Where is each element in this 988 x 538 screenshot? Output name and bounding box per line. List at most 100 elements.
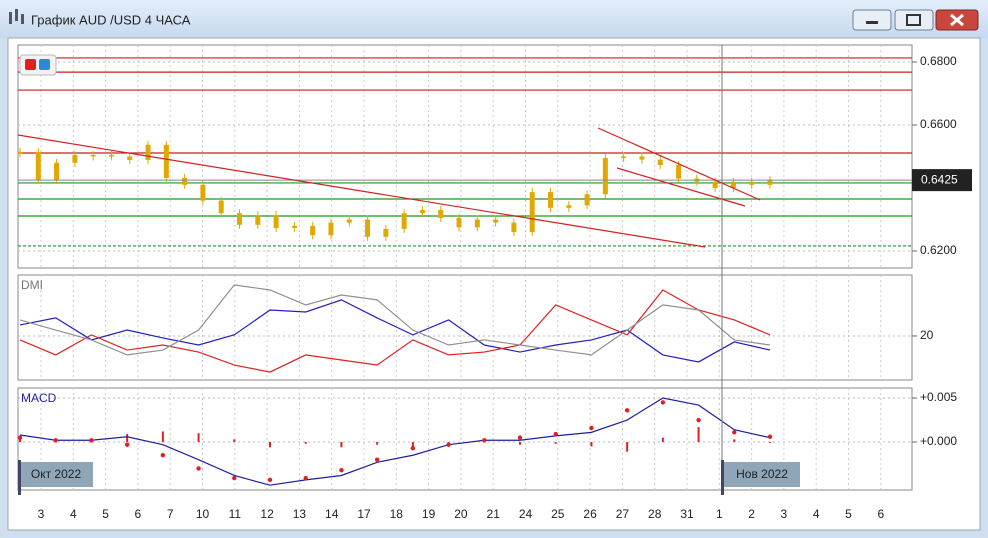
candle [35,151,41,181]
dmi-line [19,299,771,363]
macd-histogram-bar [697,427,700,443]
window-title: График AUD /USD 4 ЧАСА [31,12,191,27]
signal-dot [767,434,773,439]
x-tick-label: 4 [70,507,77,521]
dmi-label: DMI [21,278,43,292]
signal-dot [696,417,701,423]
x-tick-label: 6 [877,507,884,521]
candle [419,210,425,214]
app-icon [9,9,24,24]
macd-histogram-bar [519,442,521,445]
trend-lines [17,127,761,248]
candle [310,225,316,236]
signal-dot [53,438,58,443]
candle [182,177,188,185]
signal-dot [410,445,416,451]
close-button[interactable] [935,9,979,31]
color-toggle[interactable] [19,54,57,76]
candle [54,162,60,181]
candle [621,156,627,159]
macd-histogram-bar [304,442,307,444]
x-tick-label: 25 [551,507,565,521]
candle [291,225,297,228]
macd-histogram-bar [590,442,593,447]
x-tick-label: 5 [102,507,109,521]
x-tick-label: 4 [813,507,820,521]
y-tick-label: 0.6800 [920,54,957,68]
signal-dot [517,435,523,440]
macd-histogram-bar [733,439,736,443]
candle [127,156,133,160]
x-tick-label: 2 [748,507,755,521]
maximize-button[interactable] [894,9,934,31]
candle [218,200,224,214]
candle [273,215,279,228]
month-badge: Окт 2022 [18,460,93,495]
signal-dot [374,457,380,462]
x-tick-label: 3 [38,507,45,521]
y-tick-label: 0.6200 [920,243,957,257]
candle [456,217,462,228]
candle [566,205,572,208]
x-tick-label: 31 [680,507,694,521]
signal-dot [732,430,737,435]
y-tick-label: 20 [920,328,934,342]
candle [657,159,663,166]
signal-dot [267,477,273,483]
signal-dot [339,467,344,473]
macd-histogram-bar [626,442,629,452]
x-tick-label: 24 [519,507,533,521]
x-tick-label: 11 [229,507,242,521]
minimize-button[interactable] [852,9,892,31]
x-tick-label: 27 [616,507,630,521]
candle [474,219,480,228]
macd-histogram-bar [269,442,271,448]
candle [346,219,352,223]
candle [72,154,78,163]
x-tick-label: 17 [357,507,371,521]
title-bar [0,0,988,38]
month-badge: Нов 2022 [721,460,800,495]
chart-area [7,37,981,531]
candle [547,192,553,208]
plot-layer: 3 4 5 6 7 10 11 12 13 14 17 18 19 20 21 24 25 26 27 28 31 1 2 3… [17,45,972,521]
x-tick-label: 6 [135,507,142,521]
candle [401,213,407,229]
x-tick-label: 3 [781,507,788,521]
x-tick-label: 7 [167,507,174,521]
macd-histogram-bar [233,439,236,443]
signal-dot [160,453,166,458]
signal-dot [553,431,558,437]
signal-dot [303,475,308,481]
macd-histogram-bar [340,442,343,448]
signal-dot [660,400,666,405]
candle [676,165,682,179]
candle [108,154,114,157]
signal-dot [446,442,451,447]
month-badge-text: Окт 2022 [31,467,82,481]
signal-dot [589,425,594,431]
signal-dot [482,438,487,443]
macd-histogram-bar [447,442,450,443]
candle [237,213,243,225]
y-tick-label: +0.000 [920,434,957,448]
candle [163,144,169,178]
candle [730,181,736,188]
macd-histogram-bar [661,437,664,443]
current-price-box [912,169,972,192]
candle [328,222,334,236]
signal-dot [232,475,237,481]
month-badge-text: Нов 2022 [736,467,788,481]
y-tick-label: 0.6600 [920,117,957,131]
x-tick-label: 1 [716,507,723,521]
macd-histogram-bar [769,442,771,443]
candle [493,219,499,223]
x-tick-label: 12 [260,507,274,521]
signal-dot [196,466,201,471]
candle [383,228,389,237]
candle [17,151,23,154]
candle [200,184,206,201]
x-tick-label: 21 [487,507,501,521]
current-price-label: 0.6425 [921,172,958,186]
